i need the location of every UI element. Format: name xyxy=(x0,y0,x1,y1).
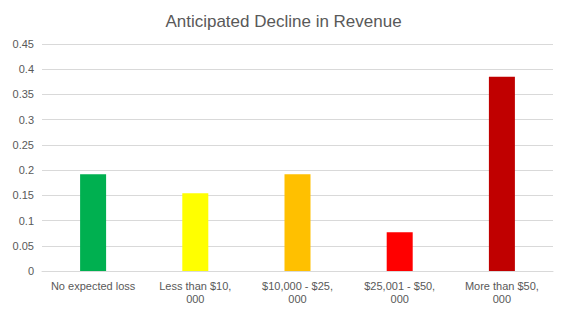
svg-text:More than $50,: More than $50, xyxy=(465,280,539,292)
svg-text:0.1: 0.1 xyxy=(19,215,34,227)
svg-text:0.15: 0.15 xyxy=(13,189,34,201)
svg-text:0.45: 0.45 xyxy=(13,38,34,50)
svg-text:000: 000 xyxy=(391,293,409,305)
svg-text:$25,001 - $50,: $25,001 - $50, xyxy=(364,280,435,292)
svg-text:0.25: 0.25 xyxy=(13,139,34,151)
svg-text:0.05: 0.05 xyxy=(13,240,34,252)
svg-text:Anticipated Decline in Revenue: Anticipated Decline in Revenue xyxy=(165,12,401,31)
svg-text:000: 000 xyxy=(493,293,511,305)
svg-text:000: 000 xyxy=(288,293,306,305)
svg-text:0.2: 0.2 xyxy=(19,164,34,176)
svg-text:000: 000 xyxy=(186,293,204,305)
svg-text:0.35: 0.35 xyxy=(13,88,34,100)
svg-text:Less than $10,: Less than $10, xyxy=(159,280,231,292)
svg-text:$10,000 - $25,: $10,000 - $25, xyxy=(262,280,333,292)
svg-text:No expected loss: No expected loss xyxy=(51,280,136,292)
svg-text:0.3: 0.3 xyxy=(19,114,34,126)
svg-text:0: 0 xyxy=(28,265,34,277)
svg-text:0.4: 0.4 xyxy=(19,63,34,75)
